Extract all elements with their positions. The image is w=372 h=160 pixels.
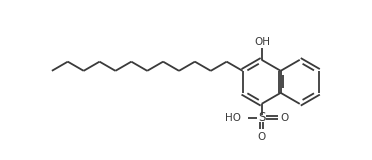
Text: HO: HO (225, 113, 241, 123)
Text: S: S (258, 111, 265, 124)
Text: O: O (281, 113, 289, 123)
Text: OH: OH (254, 37, 270, 47)
Text: O: O (257, 132, 266, 142)
